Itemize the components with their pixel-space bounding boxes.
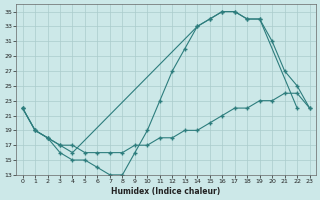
X-axis label: Humidex (Indice chaleur): Humidex (Indice chaleur) xyxy=(111,187,221,196)
